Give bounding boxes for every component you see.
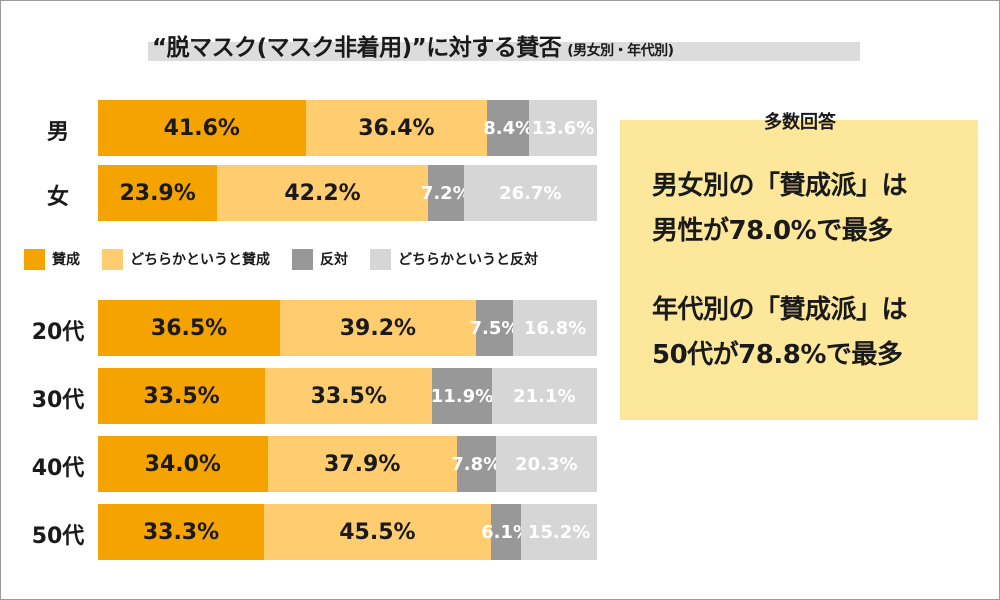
- row-label: 女: [46, 185, 69, 210]
- row-label: 50代: [31, 524, 85, 549]
- bar-segment-somewhat-disagree: 13.6%: [529, 100, 597, 156]
- title-sub: (男女別・年代別): [567, 43, 674, 59]
- stacked-bar: 33.3% 45.5% 6.1% 15.2%: [98, 504, 597, 560]
- note-line-4: 50代が78.8%で最多: [652, 340, 903, 370]
- legend-item-somewhat-disagree: どちらかというと反対: [370, 248, 538, 270]
- bar-segment-somewhat-agree: 37.9%: [267, 436, 457, 492]
- bar-segment-somewhat-agree: 36.4%: [305, 100, 488, 156]
- bar-segment-somewhat-disagree: 16.8%: [513, 300, 597, 356]
- bar-segment-agree: 33.3%: [98, 504, 264, 560]
- row-label: 20代: [31, 320, 85, 345]
- summary-note-box: 男女別の「賛成派」は 男性が78.0%で最多 年代別の「賛成派」は 50代が78…: [620, 120, 978, 420]
- legend-item-somewhat-agree: どちらかというと賛成: [102, 248, 270, 270]
- title-highlight: [148, 42, 860, 61]
- row-label: 40代: [31, 456, 85, 481]
- bar-segment-agree: 36.5%: [98, 300, 281, 356]
- bar-segment-disagree: 8.4%: [483, 100, 533, 156]
- bar-segment-agree: 23.9%: [98, 165, 218, 221]
- legend-item-disagree: 反対: [292, 248, 348, 270]
- legend-label-somewhat-disagree: どちらかというと反対: [398, 252, 538, 268]
- bar-segment-somewhat-agree: 33.5%: [265, 368, 433, 424]
- note-line-2: 男性が78.0%で最多: [652, 216, 893, 246]
- note-line-3: 年代別の「賛成派」は: [652, 295, 908, 325]
- legend-label-disagree: 反対: [320, 252, 348, 268]
- bar-segment-somewhat-disagree: 20.3%: [495, 436, 597, 492]
- legend-item-agree: 賛成: [24, 248, 80, 270]
- bar-segment-agree: 34.0%: [98, 436, 268, 492]
- legend-label-somewhat-agree: どちらかというと賛成: [130, 252, 270, 268]
- bar-segment-somewhat-disagree: 15.2%: [521, 504, 597, 560]
- note-spacer: [652, 254, 978, 288]
- legend-swatch-disagree: [292, 248, 313, 270]
- legend-swatch-agree: [24, 248, 45, 270]
- bar-segment-disagree: 7.8%: [451, 436, 501, 492]
- bar-segment-somewhat-disagree: 26.7%: [463, 165, 597, 221]
- title-main: “脱マスク(マスク非着用)”に対する賛否: [152, 35, 562, 61]
- bar-segment-disagree: 7.2%: [421, 165, 471, 221]
- bar-segment-somewhat-agree: 45.5%: [264, 504, 491, 560]
- chart-title: “脱マスク(マスク非着用)”に対する賛否 (男女別・年代別): [148, 28, 860, 61]
- row-label: 30代: [31, 388, 85, 413]
- stacked-bar: 33.5% 33.5% 11.9% 21.1%: [98, 368, 597, 424]
- bar-segment-agree: 41.6%: [98, 100, 306, 156]
- row-label: 男: [46, 120, 69, 145]
- chart-legend: 賛成 どちらかというと賛成 反対 どちらかというと反対: [24, 248, 604, 270]
- legend-swatch-somewhat-disagree: [370, 248, 391, 270]
- stacked-bar: 34.0% 37.9% 7.8% 20.3%: [98, 436, 597, 492]
- bar-segment-disagree: 11.9%: [431, 368, 493, 424]
- stacked-bar: 41.6% 36.4% 8.4% 13.6%: [98, 100, 597, 156]
- stacked-bar: 23.9% 42.2% 7.2% 26.7%: [98, 165, 597, 221]
- note-line-1: 男女別の「賛成派」は: [652, 171, 908, 201]
- bar-segment-somewhat-disagree: 21.1%: [491, 368, 597, 424]
- stacked-bar: 36.5% 39.2% 7.5% 16.8%: [98, 300, 597, 356]
- bar-segment-somewhat-agree: 42.2%: [217, 165, 428, 221]
- legend-swatch-somewhat-agree: [102, 248, 123, 270]
- bar-segment-agree: 33.5%: [98, 368, 266, 424]
- bar-segment-disagree: 7.5%: [469, 300, 519, 356]
- bar-segment-somewhat-agree: 39.2%: [280, 300, 476, 356]
- bar-segment-disagree: 6.1%: [481, 504, 531, 560]
- note-header: 多数回答: [764, 112, 836, 133]
- legend-label-agree: 賛成: [52, 252, 80, 268]
